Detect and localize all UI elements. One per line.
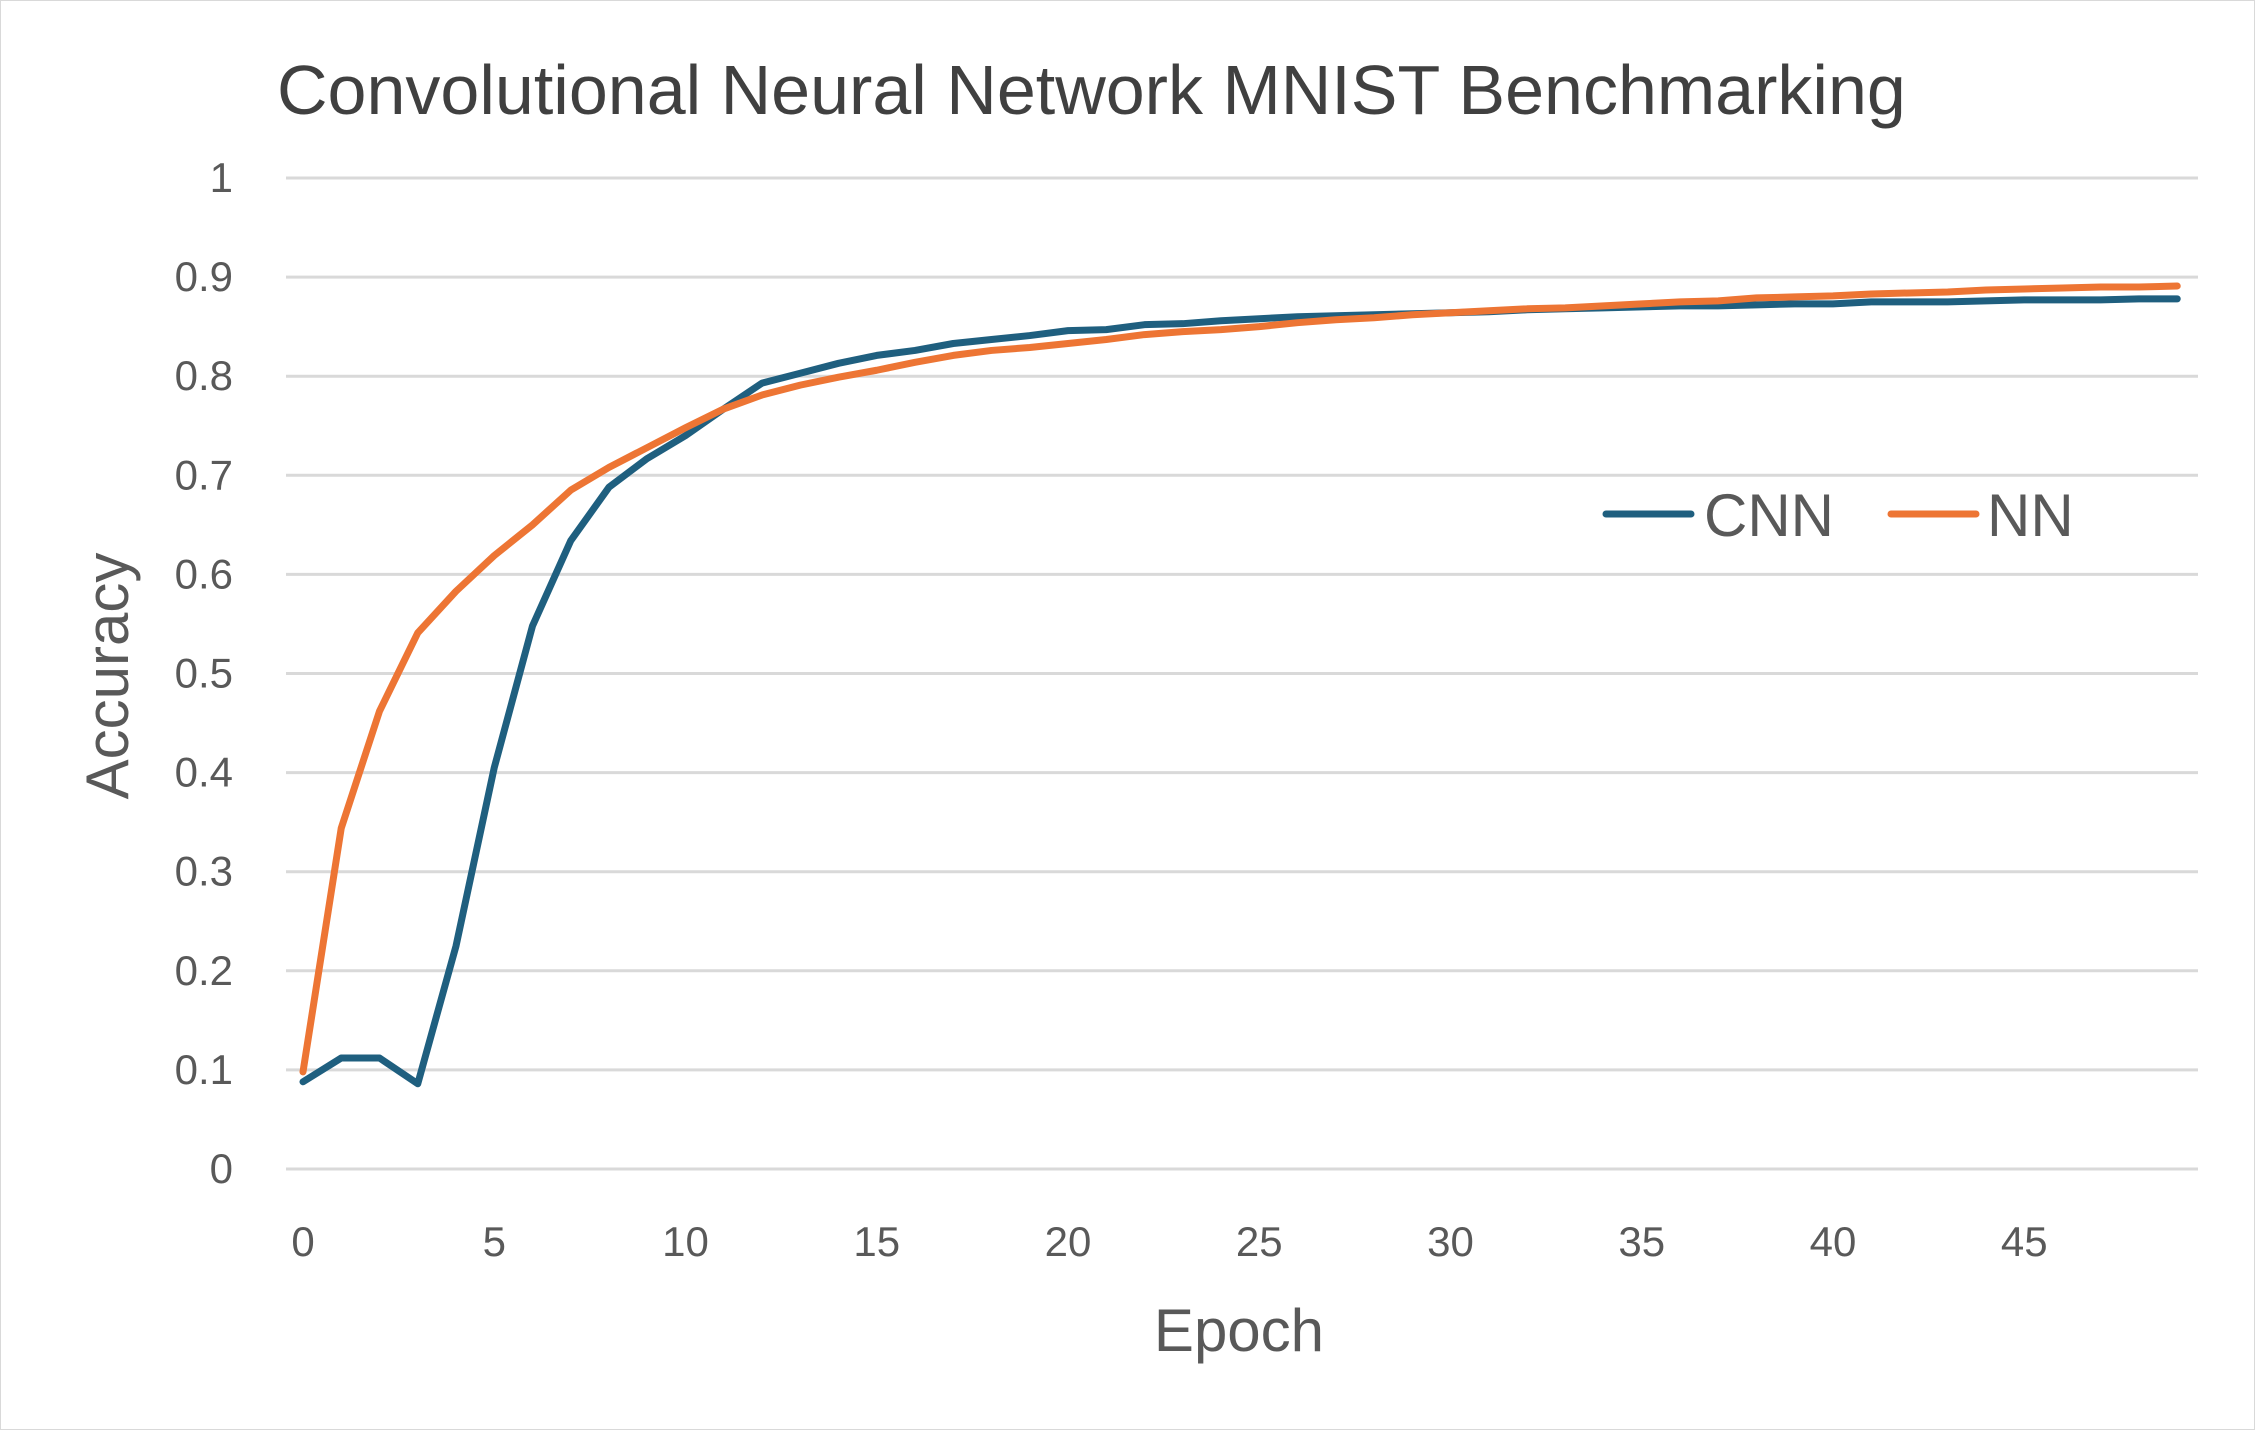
y-tick-label: 0.9 [175, 253, 233, 300]
legend-label-cnn: CNN [1704, 482, 1834, 549]
y-tick-label: 0.5 [175, 650, 233, 697]
series-lines [299, 282, 2181, 1088]
legend-item-cnn: CNN [1602, 482, 1834, 549]
x-axis-title: Epoch [1154, 1297, 1324, 1364]
y-tick-label: 0.2 [175, 947, 233, 994]
y-tick-label: 0.4 [175, 749, 233, 796]
y-tick-label: 0.7 [175, 451, 233, 498]
x-tick-label: 40 [1810, 1218, 1857, 1265]
x-tick-label: 30 [1427, 1218, 1474, 1265]
chart-title: Convolutional Neural Network MNIST Bench… [277, 51, 1906, 129]
y-tick-label: 0.8 [175, 352, 233, 399]
x-tick-label: 10 [662, 1218, 709, 1265]
legend: CNN NN [1602, 482, 2074, 549]
x-axis-tick-labels: 0 5 10 15 20 25 30 35 40 45 [291, 1218, 2047, 1265]
series-line-nn [299, 282, 2181, 1076]
y-axis-title: Accuracy [74, 553, 141, 800]
y-tick-label: 0 [210, 1145, 233, 1192]
y-axis-tick-labels: 0 0.1 0.2 0.3 0.4 0.5 0.6 0.7 0.8 0.9 1 [175, 154, 233, 1192]
legend-label-nn: NN [1987, 482, 2074, 549]
y-tick-label: 0.1 [175, 1046, 233, 1093]
gridlines [286, 176, 2198, 1171]
x-tick-label: 5 [483, 1218, 506, 1265]
y-tick-label: 0.6 [175, 550, 233, 597]
x-tick-label: 45 [2001, 1218, 2048, 1265]
x-tick-label: 0 [291, 1218, 314, 1265]
y-tick-label: 1 [210, 154, 233, 201]
x-tick-label: 35 [1618, 1218, 1665, 1265]
x-tick-label: 25 [1236, 1218, 1283, 1265]
legend-item-nn: NN [1887, 482, 2074, 549]
y-tick-label: 0.3 [175, 848, 233, 895]
series-line-cnn [299, 295, 2181, 1088]
x-tick-label: 15 [853, 1218, 900, 1265]
x-tick-label: 20 [1045, 1218, 1092, 1265]
